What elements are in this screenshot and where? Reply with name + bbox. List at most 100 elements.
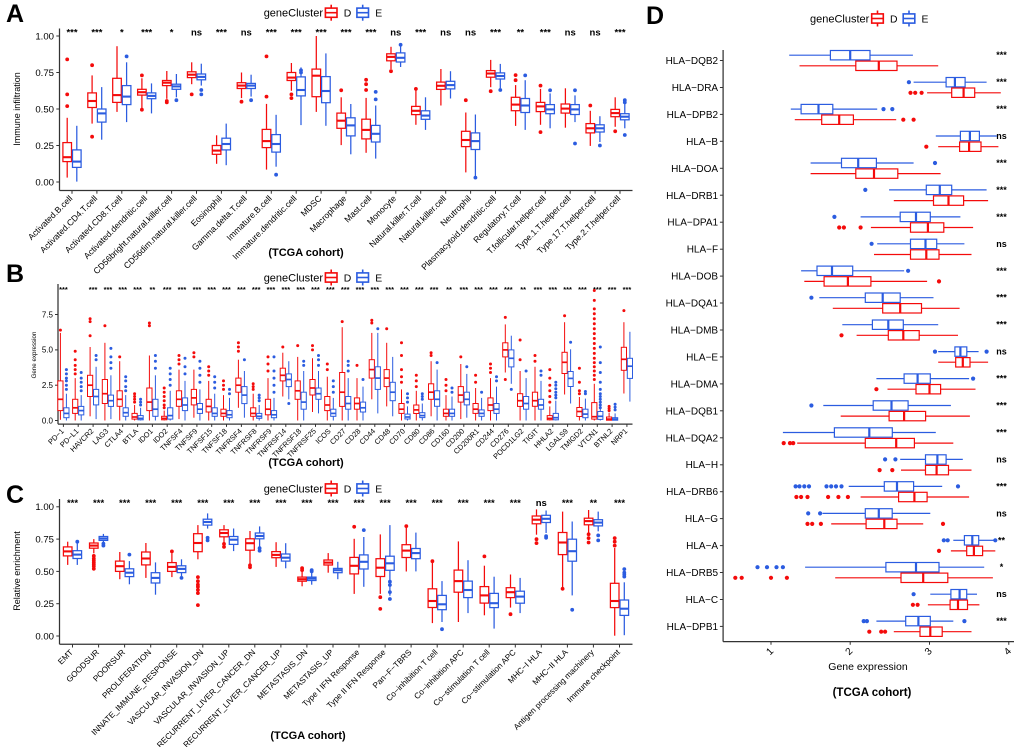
svg-text:ns: ns [536,498,547,509]
svg-text:HLA−F: HLA−F [687,245,718,256]
svg-text:HLA−DQB1: HLA−DQB1 [666,406,719,417]
svg-text:Relative enrichment: Relative enrichment [12,531,22,611]
svg-text:***: *** [996,293,1007,303]
svg-text:***: *** [380,498,391,509]
svg-text:***: *** [458,498,469,509]
svg-text:***: *** [275,498,286,509]
svg-text:1.00: 1.00 [35,31,54,42]
svg-text:***: *** [996,401,1007,411]
svg-text:D: D [344,9,352,20]
svg-text:***: *** [489,285,498,294]
svg-text:ns: ns [996,589,1007,599]
svg-text:ns: ns [440,28,451,39]
svg-text:HLA−DQA1: HLA−DQA1 [666,299,719,310]
svg-text:***: *** [400,285,409,294]
svg-text:HLA−DPA1: HLA−DPA1 [667,218,718,229]
svg-text:E: E [922,14,929,25]
svg-text:ns: ns [996,347,1007,357]
svg-text:***: *** [474,285,483,294]
svg-text:***: *** [563,285,572,294]
svg-text:***: *** [207,285,216,294]
svg-text:***: *** [216,28,227,39]
svg-text:HLA−DOB: HLA−DOB [671,272,718,283]
svg-text:***: *** [133,285,142,294]
svg-text:*: * [170,28,174,39]
svg-text:D: D [344,273,352,284]
svg-text:0.25: 0.25 [35,599,54,610]
svg-text:0.25: 0.25 [35,141,54,152]
svg-text:**: ** [446,285,452,294]
svg-text:***: *** [163,285,172,294]
svg-text:HLA−DRB1: HLA−DRB1 [666,191,718,202]
svg-text:***: *** [197,498,208,509]
svg-text:C: C [6,481,24,509]
svg-text:***: *** [193,285,202,294]
svg-text:HLA−DMB: HLA−DMB [671,326,719,337]
svg-text:***: *** [296,285,305,294]
svg-text:0.75: 0.75 [35,68,54,79]
svg-text:**: ** [520,285,526,294]
svg-text:ns: ns [996,239,1007,249]
svg-text:1.00: 1.00 [35,502,54,513]
svg-text:***: *** [301,498,312,509]
svg-text:0.50: 0.50 [35,567,54,578]
svg-text:***: *** [326,285,335,294]
svg-text:***: *** [341,285,350,294]
svg-text:HLA−A: HLA−A [686,541,718,552]
svg-text:5.0: 5.0 [42,346,54,355]
svg-text:***: *** [510,498,521,509]
svg-text:***: *** [996,616,1007,626]
svg-text:***: *** [415,285,424,294]
svg-text:***: *** [534,285,543,294]
svg-text:HLA−DRB5: HLA−DRB5 [666,568,718,579]
svg-text:***: *** [996,104,1007,114]
svg-text:ns: ns [590,28,601,39]
svg-text:HLA−DRB6: HLA−DRB6 [666,487,718,498]
svg-text:ns: ns [390,28,401,39]
svg-text:0.00: 0.00 [35,631,54,642]
svg-text:***: *** [327,498,338,509]
svg-text:***: *** [996,212,1007,222]
svg-text:(TCGA cohort): (TCGA cohort) [833,687,912,699]
svg-text:***: *** [252,285,261,294]
svg-text:***: *** [291,28,302,39]
svg-text:**: ** [998,535,1006,545]
svg-text:***: *** [356,285,365,294]
svg-text:***: *** [340,28,351,39]
svg-text:***: *** [548,285,557,294]
svg-text:HLA−E: HLA−E [686,352,718,363]
svg-text:***: *** [178,285,187,294]
svg-text:ns: ns [465,28,476,39]
svg-text:***: *** [996,320,1007,330]
svg-text:**: ** [517,28,525,39]
svg-text:ns: ns [996,508,1007,518]
svg-text:***: *** [281,285,290,294]
svg-text:(TCGA cohort): (TCGA cohort) [270,730,346,742]
svg-text:***: *** [67,498,78,509]
svg-text:ns: ns [996,454,1007,464]
svg-text:***: *** [996,481,1007,491]
svg-text:*: * [120,28,124,39]
svg-text:***: *** [614,498,625,509]
svg-text:(TCGA cohort): (TCGA cohort) [268,457,344,469]
svg-text:0.0: 0.0 [42,416,54,425]
svg-text:***: *** [996,185,1007,195]
svg-text:***: *** [540,28,551,39]
svg-text:***: *** [996,50,1007,60]
svg-text:D: D [344,484,352,495]
svg-text:2.5: 2.5 [42,381,54,390]
svg-text:***: *** [89,285,98,294]
svg-text:***: *** [249,498,260,509]
svg-text:***: *** [223,498,234,509]
svg-text:***: *** [562,498,573,509]
svg-text:ns: ns [565,28,576,39]
svg-text:geneCluster: geneCluster [264,272,324,284]
svg-text:***: *** [459,285,468,294]
svg-text:*: * [1000,562,1004,572]
svg-text:(TCGA cohort): (TCGA cohort) [268,247,344,259]
svg-text:0.75: 0.75 [35,535,54,546]
svg-text:***: *** [996,428,1007,438]
svg-text:**: ** [590,498,598,509]
svg-text:***: *** [490,28,501,39]
svg-text:Gene expression: Gene expression [31,331,38,378]
